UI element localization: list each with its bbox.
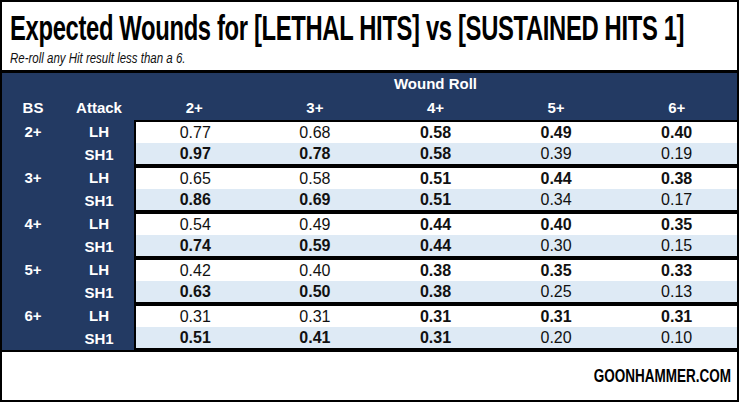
bs-cell: 4+ (2, 212, 64, 258)
corner-cell (2, 73, 134, 94)
value-cell: 0.58 (375, 143, 496, 166)
value-cell: 0.51 (375, 166, 496, 189)
value-cell: 0.34 (496, 189, 617, 212)
value-cell: 0.54 (134, 212, 255, 235)
attack-cell: SH1 (64, 281, 134, 304)
value-cell: 0.40 (255, 258, 376, 281)
value-cell: 0.49 (255, 212, 376, 235)
table-row-lh: 6+LH0.310.310.310.310.31 (2, 304, 737, 327)
value-cell: 0.59 (255, 235, 376, 258)
table-row-sh1: SH10.860.690.510.340.17 (2, 189, 737, 212)
value-cell: 0.63 (134, 281, 255, 304)
value-cell: 0.38 (375, 281, 496, 304)
value-cell: 0.10 (616, 327, 737, 350)
value-cell: 0.77 (134, 120, 255, 143)
value-cell: 0.38 (616, 166, 737, 189)
value-cell: 0.17 (616, 189, 737, 212)
value-cell: 0.19 (616, 143, 737, 166)
value-cell: 0.31 (375, 304, 496, 327)
value-cell: 0.35 (496, 258, 617, 281)
value-cell: 0.68 (255, 120, 376, 143)
attack-cell: LH (64, 166, 134, 189)
table-row-lh: 2+LH0.770.680.580.490.40 (2, 120, 737, 143)
bs-cell: 2+ (2, 120, 64, 166)
attack-cell: LH (64, 258, 134, 281)
value-cell: 0.35 (616, 212, 737, 235)
value-cell: 0.44 (496, 166, 617, 189)
attack-cell: SH1 (64, 189, 134, 212)
col-header-bs: BS (2, 94, 64, 120)
value-cell: 0.49 (496, 120, 617, 143)
value-cell: 0.38 (375, 258, 496, 281)
value-cell: 0.78 (255, 143, 376, 166)
value-cell: 0.15 (616, 235, 737, 258)
value-cell: 0.69 (255, 189, 376, 212)
attack-cell: SH1 (64, 143, 134, 166)
value-cell: 0.41 (255, 327, 376, 350)
table-body: 2+LH0.770.680.580.490.40SH10.970.780.580… (2, 120, 737, 350)
col-header-attack: Attack (64, 94, 134, 120)
value-cell: 0.39 (496, 143, 617, 166)
value-cell: 0.40 (496, 212, 617, 235)
attack-cell: LH (64, 212, 134, 235)
table-row-sh1: SH10.970.780.580.390.19 (2, 143, 737, 166)
table-wrap: Wound Roll BS Attack 2+ 3+ 4+ 5+ 6+ 2+LH… (2, 73, 737, 350)
col-header-5plus: 5+ (496, 94, 617, 120)
value-cell: 0.30 (496, 235, 617, 258)
value-cell: 0.50 (255, 281, 376, 304)
value-cell: 0.86 (134, 189, 255, 212)
attack-cell: LH (64, 304, 134, 327)
value-cell: 0.31 (616, 304, 737, 327)
bs-cell: 6+ (2, 304, 64, 350)
value-cell: 0.58 (375, 120, 496, 143)
attack-cell: LH (64, 120, 134, 143)
value-cell: 0.74 (134, 235, 255, 258)
wound-roll-header-row: Wound Roll (2, 73, 737, 94)
value-cell: 0.31 (496, 304, 617, 327)
expected-wounds-table: Wound Roll BS Attack 2+ 3+ 4+ 5+ 6+ 2+LH… (2, 73, 737, 350)
value-cell: 0.42 (134, 258, 255, 281)
attack-cell: SH1 (64, 235, 134, 258)
value-cell: 0.44 (375, 212, 496, 235)
page-title: Expected Wounds for [LETHAL HITS] vs [SU… (10, 7, 684, 49)
table-row-lh: 5+LH0.420.400.380.350.33 (2, 258, 737, 281)
value-cell: 0.31 (255, 304, 376, 327)
value-cell: 0.51 (375, 189, 496, 212)
title-area: Expected Wounds for [LETHAL HITS] vs [SU… (2, 2, 737, 73)
footer-bar: GOONHAMMER.COM (2, 350, 737, 400)
site-credit: GOONHAMMER.COM (594, 366, 731, 387)
value-cell: 0.97 (134, 143, 255, 166)
col-header-2plus: 2+ (134, 94, 255, 120)
bs-cell: 3+ (2, 166, 64, 212)
col-header-3plus: 3+ (255, 94, 376, 120)
value-cell: 0.58 (255, 166, 376, 189)
table-row-lh: 4+LH0.540.490.440.400.35 (2, 212, 737, 235)
value-cell: 0.40 (616, 120, 737, 143)
value-cell: 0.65 (134, 166, 255, 189)
value-cell: 0.33 (616, 258, 737, 281)
column-header-row: BS Attack 2+ 3+ 4+ 5+ 6+ (2, 94, 737, 120)
col-header-4plus: 4+ (375, 94, 496, 120)
table-row-sh1: SH10.510.410.310.200.10 (2, 327, 737, 350)
table-row-sh1: SH10.740.590.440.300.15 (2, 235, 737, 258)
value-cell: 0.20 (496, 327, 617, 350)
value-cell: 0.31 (134, 304, 255, 327)
infographic: Expected Wounds for [LETHAL HITS] vs [SU… (0, 0, 739, 402)
value-cell: 0.51 (134, 327, 255, 350)
value-cell: 0.31 (375, 327, 496, 350)
wound-roll-group-header: Wound Roll (134, 73, 737, 94)
value-cell: 0.44 (375, 235, 496, 258)
table-row-lh: 3+LH0.650.580.510.440.38 (2, 166, 737, 189)
table-row-sh1: SH10.630.500.380.250.13 (2, 281, 737, 304)
bs-cell: 5+ (2, 258, 64, 304)
value-cell: 0.13 (616, 281, 737, 304)
attack-cell: SH1 (64, 327, 134, 350)
value-cell: 0.25 (496, 281, 617, 304)
subtitle: Re-roll any Hit result less than a 6. (10, 49, 185, 67)
col-header-6plus: 6+ (616, 94, 737, 120)
